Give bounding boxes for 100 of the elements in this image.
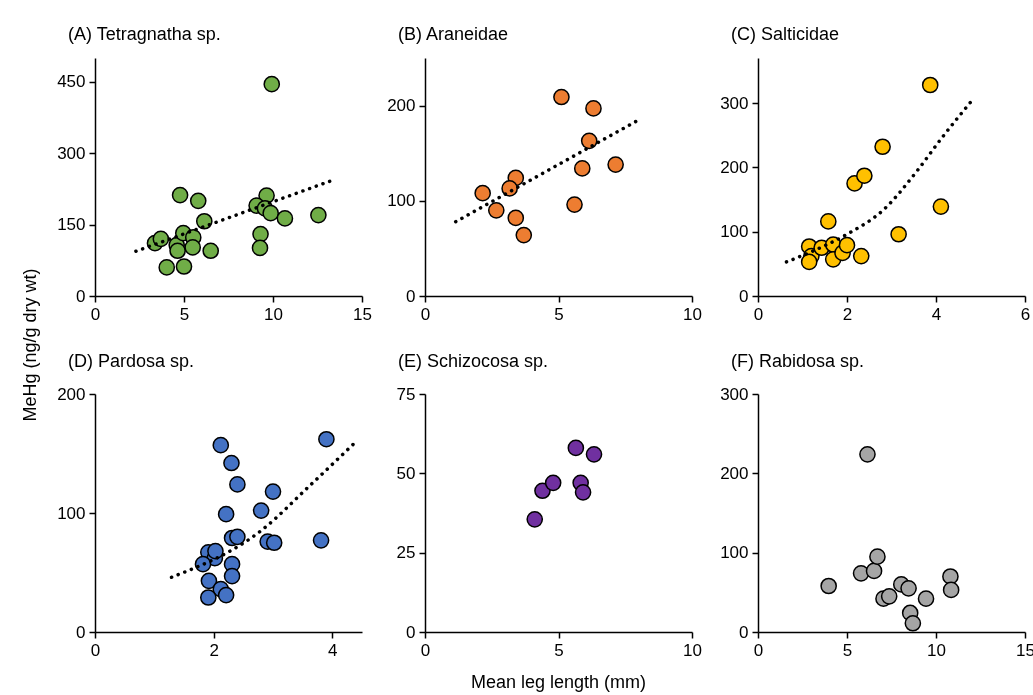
point xyxy=(189,192,207,210)
point xyxy=(585,100,602,117)
point xyxy=(263,75,281,93)
x-tick-label: 4 xyxy=(931,304,942,324)
y-tick-label: 25 xyxy=(396,543,416,563)
y-tick-label: 300 xyxy=(720,93,749,113)
y-tick-label: 150 xyxy=(57,215,86,235)
point xyxy=(607,156,624,173)
point xyxy=(800,253,818,271)
y-tick-label: 100 xyxy=(720,543,749,563)
x-tick-label: 2 xyxy=(842,304,853,324)
point xyxy=(819,213,837,230)
point xyxy=(942,568,959,585)
y-tick-label: 0 xyxy=(739,622,749,642)
point xyxy=(865,562,883,580)
y-tick-label: 200 xyxy=(720,463,749,483)
x-tick-label: 6 xyxy=(1020,304,1031,324)
point xyxy=(553,88,570,106)
y-tick-label: 0 xyxy=(76,286,86,306)
point xyxy=(252,502,270,519)
y-tick-label: 300 xyxy=(720,384,749,404)
point xyxy=(158,259,176,276)
point xyxy=(932,198,950,215)
point xyxy=(574,484,592,501)
point xyxy=(265,534,283,552)
point xyxy=(264,483,282,500)
x-tick-label: 0 xyxy=(90,304,101,324)
point xyxy=(318,430,335,448)
y-tick-label: 200 xyxy=(720,157,749,177)
point xyxy=(573,160,591,177)
y-tick-label: 0 xyxy=(739,286,749,306)
point xyxy=(251,239,269,257)
point xyxy=(312,532,330,549)
point xyxy=(917,590,935,607)
point xyxy=(212,436,230,454)
x-tick-label: 15 xyxy=(353,304,372,324)
y-tick-label: 100 xyxy=(57,503,86,523)
y-tick-label: 100 xyxy=(387,191,416,211)
x-tick-label: 0 xyxy=(420,304,431,324)
chart-title: (F) Rabidosa sp. xyxy=(731,351,865,371)
point xyxy=(310,206,327,224)
point xyxy=(585,445,603,463)
y-tick-label: 75 xyxy=(396,384,416,404)
x-tick-label: 4 xyxy=(328,640,338,660)
point xyxy=(820,577,837,595)
x-tick-label: 0 xyxy=(420,640,431,660)
y-tick-label: 0 xyxy=(406,622,416,642)
point xyxy=(507,209,525,227)
y-axis-title: MeHg (ng/g dry wt) xyxy=(19,268,41,422)
x-tick-label: 2 xyxy=(209,640,219,660)
chart-title: (C) Salticidae xyxy=(731,24,840,44)
point xyxy=(852,247,870,265)
point xyxy=(904,614,922,632)
point xyxy=(252,225,269,243)
point xyxy=(567,439,585,457)
point xyxy=(580,132,598,150)
point xyxy=(880,587,898,605)
chart-title: (A) Tetragnatha sp. xyxy=(68,24,221,44)
y-tick-label: 450 xyxy=(57,72,86,92)
point xyxy=(223,567,241,585)
x-tick-label: 0 xyxy=(90,640,101,660)
y-tick-label: 50 xyxy=(396,463,416,483)
x-tick-label: 5 xyxy=(554,304,564,324)
y-tick-label: 200 xyxy=(57,384,86,404)
point xyxy=(869,548,886,565)
point xyxy=(900,580,917,597)
point xyxy=(217,505,235,523)
point xyxy=(942,581,960,599)
point xyxy=(171,186,189,204)
x-tick-label: 5 xyxy=(179,304,190,324)
y-tick-label: 300 xyxy=(57,143,86,163)
point xyxy=(199,589,217,606)
point xyxy=(202,242,220,260)
y-tick-label: 200 xyxy=(387,96,416,116)
point xyxy=(838,236,856,254)
point xyxy=(169,242,186,260)
point xyxy=(515,226,533,244)
point xyxy=(175,258,193,275)
point xyxy=(566,196,583,213)
x-tick-label: 10 xyxy=(264,304,283,324)
point xyxy=(217,586,235,604)
point xyxy=(184,239,202,256)
point xyxy=(229,528,246,546)
point xyxy=(859,445,876,463)
x-tick-label: 5 xyxy=(842,640,853,660)
chart-title: (B) Araneidae xyxy=(398,24,509,44)
point xyxy=(921,76,939,94)
point xyxy=(526,511,544,528)
point xyxy=(487,202,505,219)
point xyxy=(890,225,907,243)
chart-title: (E) Schizocosa sp. xyxy=(398,351,549,371)
point xyxy=(223,454,240,472)
chart-title: (D) Pardosa sp. xyxy=(68,351,195,371)
point xyxy=(229,476,246,493)
x-tick-label: 10 xyxy=(683,304,702,324)
point xyxy=(200,572,218,590)
x-tick-label: 10 xyxy=(683,640,702,660)
x-tick-label: 10 xyxy=(927,640,946,660)
point xyxy=(276,210,294,227)
y-tick-label: 0 xyxy=(76,622,86,642)
